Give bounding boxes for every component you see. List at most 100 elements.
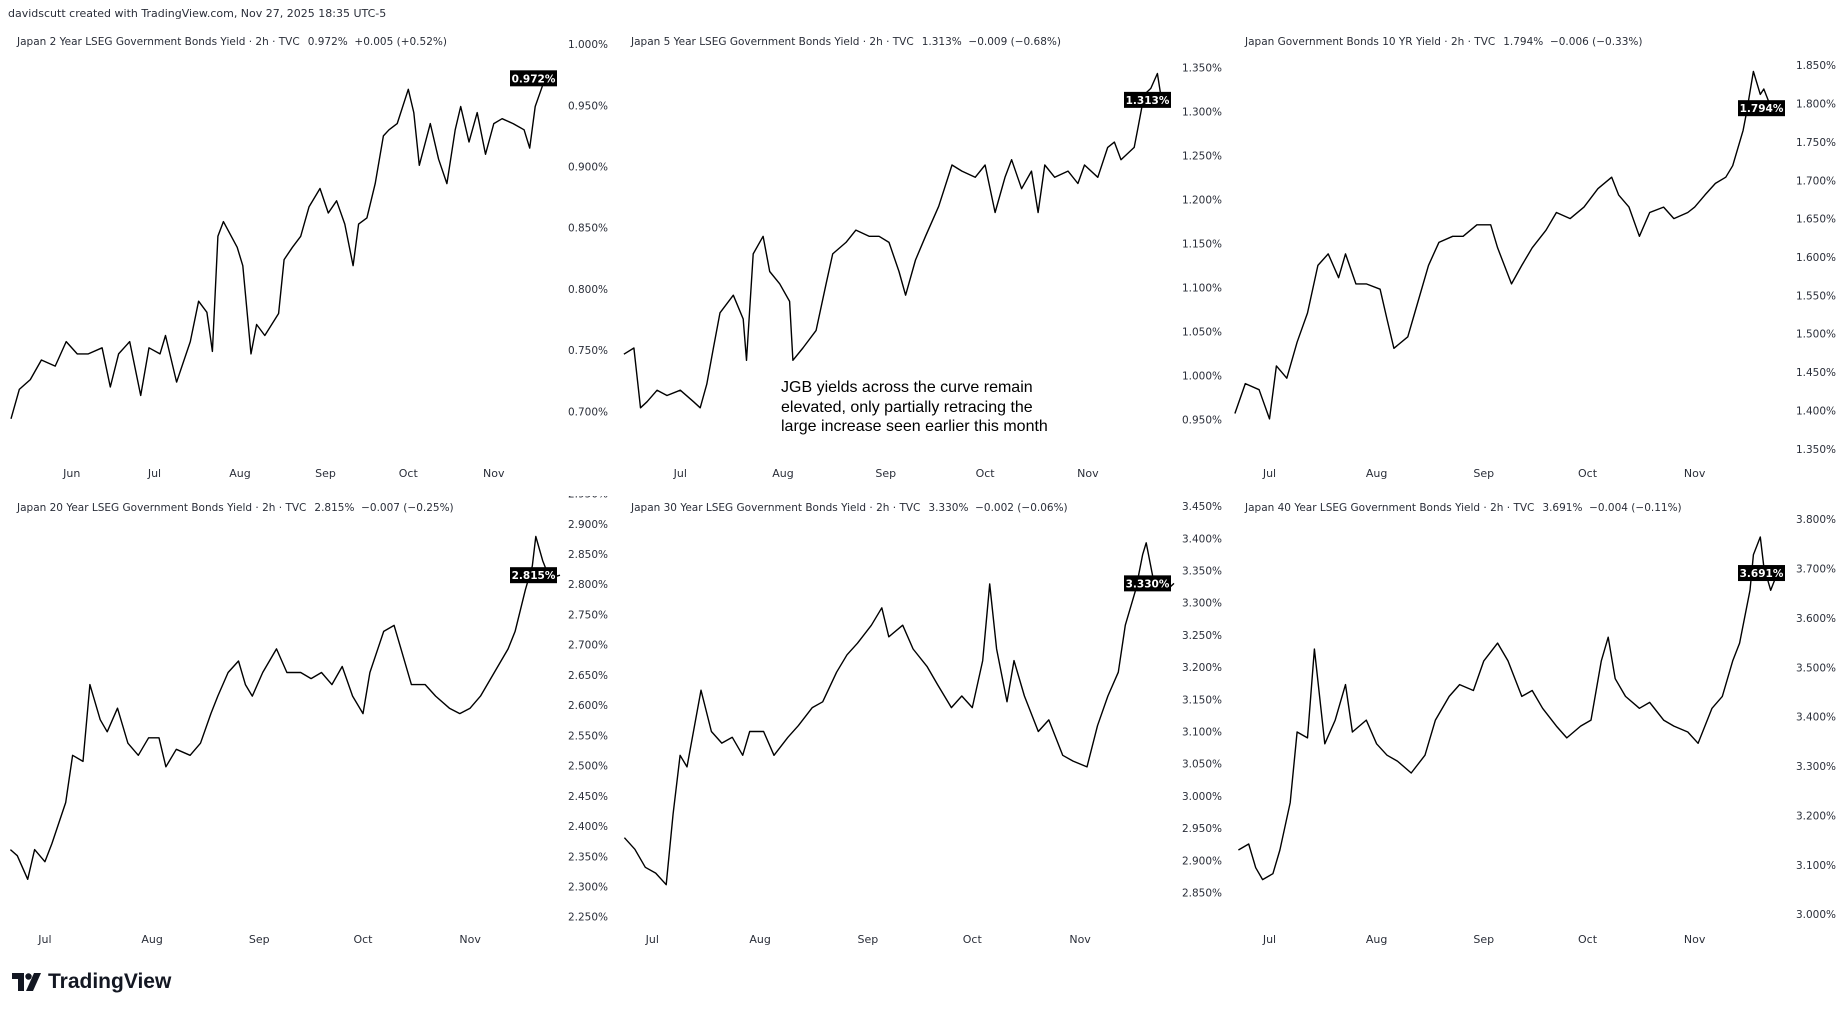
chart-credit: davidscutt created with TradingView.com,… — [8, 7, 387, 20]
chart-panel[interactable]: 0.950% 1.000% 1.050% 1.100% 1.150% 1.200% 1.25… — [614, 30, 1228, 490]
y-tick-label: 3.400% — [1796, 712, 1836, 724]
chart-legend[interactable]: Japan Government Bonds 10 YR Yield · 2h … — [1245, 36, 1643, 48]
y-tick-label: 1.500% — [1796, 329, 1836, 341]
y-tick-label: 2.250% — [568, 912, 608, 924]
x-tick-label: Oct — [976, 467, 996, 480]
y-tick-label: 1.600% — [1796, 252, 1836, 264]
tradingview-logo-icon — [12, 973, 41, 991]
y-tick-label: 2.700% — [568, 640, 608, 652]
x-tick-label: Oct — [963, 933, 983, 946]
x-tick-label: Aug — [1366, 467, 1387, 480]
last-price-bg — [1738, 565, 1785, 582]
x-tick-label: Sep — [1473, 467, 1494, 480]
y-tick-label: 2.850% — [568, 549, 608, 561]
y-tick-label: 1.800% — [1796, 99, 1836, 111]
y-tick-label: 0.850% — [568, 223, 608, 235]
symbol-title: Japan Government Bonds 10 YR Yield · 2h … — [1245, 36, 1496, 48]
y-tick-label: 1.200% — [1182, 194, 1222, 206]
y-tick-label: 1.100% — [1182, 282, 1222, 294]
y-tick-label: 1.350% — [1796, 444, 1836, 456]
x-tick-label: Aug — [749, 933, 770, 946]
x-tick-label: Jul — [673, 467, 687, 480]
y-tick-label: 3.200% — [1182, 662, 1222, 674]
chart-legend[interactable]: Japan 30 Year LSEG Government Bonds Yiel… — [631, 502, 1068, 514]
last-price-label: 3.330% — [1124, 575, 1171, 592]
y-tick-label: 3.450% — [1182, 501, 1222, 513]
chart-legend[interactable]: Japan 20 Year LSEG Government Bonds Yiel… — [17, 502, 454, 514]
x-tick-label: Oct — [1578, 467, 1598, 480]
symbol-title: Japan 40 Year LSEG Government Bonds Yiel… — [1245, 502, 1535, 514]
x-tick-label: Sep — [315, 467, 336, 480]
chart-legend[interactable]: Japan 40 Year LSEG Government Bonds Yiel… — [1245, 502, 1682, 514]
y-tick-label: 0.950% — [1182, 414, 1222, 426]
annotation-line: elevated, only partially retracing the — [781, 398, 1033, 416]
y-tick-label: 1.300% — [1182, 106, 1222, 118]
y-tick-label: 1.050% — [1182, 326, 1222, 338]
yield-line — [1238, 536, 1785, 881]
y-tick-label: 1.250% — [1182, 150, 1222, 162]
y-tick-label: 1.650% — [1796, 214, 1836, 226]
chart-panel[interactable]: 1.350% 1.400% 1.450% 1.500% 1.550% 1.600% 1.65… — [1228, 30, 1841, 490]
x-tick-label: Aug — [141, 933, 162, 946]
y-tick-label: 2.450% — [568, 791, 608, 803]
x-tick-label: Aug — [772, 467, 793, 480]
y-tick-label: 3.200% — [1796, 810, 1836, 822]
last-price-text: 3.330% — [1126, 578, 1170, 590]
y-tick-label: 3.500% — [1796, 662, 1836, 674]
symbol-values: 3.330% −0.002 (−0.06%) — [928, 502, 1068, 514]
chart-panel[interactable]: 2.850% 2.900% 2.950% 3.000% 3.050% 3.100% 3.15… — [614, 496, 1228, 956]
last-price-bg — [510, 567, 557, 584]
last-price-bg — [510, 70, 557, 87]
last-price-label: 1.794% — [1738, 100, 1785, 117]
y-tick-label: 0.950% — [568, 100, 608, 112]
last-price-bg — [1124, 575, 1171, 592]
x-tick-label: Nov — [459, 933, 481, 946]
x-tick-label: Nov — [1684, 467, 1706, 480]
chart-panel[interactable]: 3.000% 3.100% 3.200% 3.300% 3.400% 3.500% 3.60… — [1228, 496, 1841, 956]
y-tick-label: 3.100% — [1182, 726, 1222, 738]
tradingview-logo-text: TradingView — [48, 970, 172, 993]
y-tick-label: 1.000% — [568, 39, 608, 51]
y-tick-label: 3.050% — [1182, 759, 1222, 771]
y-tick-label: 3.150% — [1182, 694, 1222, 706]
x-tick-label: Aug — [229, 467, 250, 480]
yield-line — [623, 542, 1175, 886]
y-tick-label: 1.150% — [1182, 238, 1222, 250]
y-tick-label: 2.500% — [568, 761, 608, 773]
chart-legend[interactable]: Japan 2 Year LSEG Government Bonds Yield… — [17, 36, 447, 48]
y-tick-label: 2.950% — [1182, 823, 1222, 835]
x-tick-label: Nov — [1077, 467, 1099, 480]
last-price-label: 2.815% — [510, 567, 557, 584]
tradingview-logo[interactable]: TradingView — [12, 970, 171, 994]
y-tick-label: 2.300% — [568, 882, 608, 894]
yield-line — [9, 535, 561, 880]
x-tick-label: Sep — [858, 933, 879, 946]
last-price-label: 3.691% — [1738, 565, 1785, 582]
x-tick-label: Jul — [1262, 467, 1276, 480]
x-tick-label: Nov — [1069, 933, 1091, 946]
y-tick-label: 2.750% — [568, 609, 608, 621]
symbol-values: 1.794% −0.006 (−0.33%) — [1503, 36, 1643, 48]
y-tick-label: 1.000% — [1182, 370, 1222, 382]
y-tick-label: 1.700% — [1796, 175, 1836, 187]
y-tick-label: 3.300% — [1182, 598, 1222, 610]
x-tick-label: Jul — [147, 467, 161, 480]
last-price-text: 1.794% — [1740, 103, 1784, 115]
y-tick-label: 2.950% — [568, 496, 608, 501]
symbol-title: Japan 5 Year LSEG Government Bonds Yield… — [631, 36, 914, 48]
last-price-text: 3.691% — [1740, 568, 1784, 580]
x-tick-label: Oct — [399, 467, 419, 480]
y-tick-label: 3.800% — [1796, 514, 1836, 526]
y-tick-label: 1.400% — [1796, 405, 1836, 417]
x-tick-label: Sep — [1473, 933, 1494, 946]
symbol-values: 1.313% −0.009 (−0.68%) — [921, 36, 1061, 48]
chart-panel[interactable]: 0.700% 0.750% 0.800% 0.850% 0.900% 0.950% 1.00… — [0, 30, 614, 490]
annotation-text: JGB yields across the curve remain eleva… — [781, 378, 1048, 437]
last-price-text: 1.313% — [1126, 95, 1170, 107]
y-tick-label: 0.800% — [568, 284, 608, 296]
y-tick-label: 1.450% — [1796, 367, 1836, 379]
chart-panel[interactable]: 2.250% 2.300% 2.350% 2.400% 2.450% 2.500% 2.55… — [0, 496, 614, 956]
x-tick-label: Jul — [37, 933, 51, 946]
last-price-label: 1.313% — [1124, 91, 1171, 108]
chart-legend[interactable]: Japan 5 Year LSEG Government Bonds Yield… — [631, 36, 1061, 48]
